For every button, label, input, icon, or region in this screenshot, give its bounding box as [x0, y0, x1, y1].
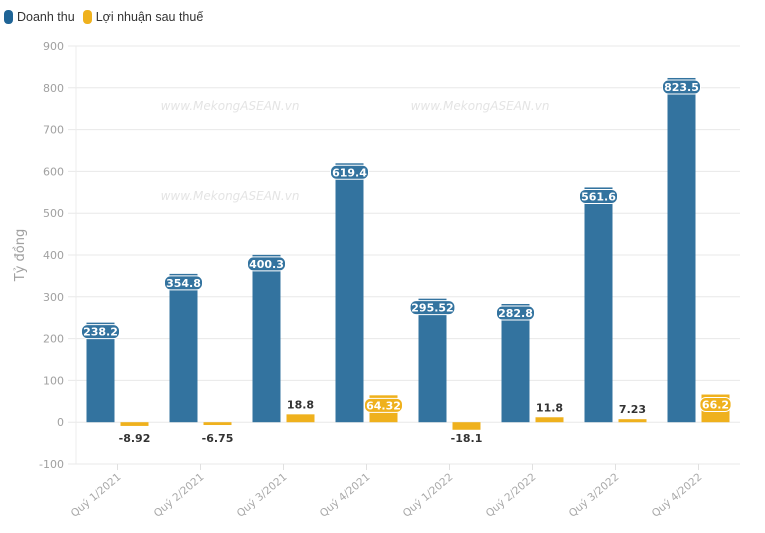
legend-label-revenue: Doanh thu [17, 10, 75, 24]
data-label-revenue: 295.52 [411, 302, 453, 315]
y-tick-label: 500 [43, 207, 64, 220]
legend-item-profit[interactable]: Lợi nhuận sau thuế [82, 10, 204, 24]
data-label-revenue: 354.8 [166, 277, 201, 290]
data-label-revenue: 238.2 [83, 326, 118, 339]
y-tick-label: 0 [57, 416, 64, 429]
x-tick-label: Quý 4/2021 [318, 471, 373, 520]
bar-profit[interactable] [203, 422, 232, 426]
data-label-revenue: 823.5 [664, 81, 699, 94]
watermark-text: www.MekongASEAN.vn [161, 99, 300, 113]
x-axis: Quý 1/2021 Quý 2/2021 Quý 3/2021 Quý 4/2021… [69, 464, 705, 520]
bar-revenue[interactable] [667, 77, 696, 423]
y-tick-label: -100 [39, 458, 64, 471]
y-tick-label: 600 [43, 165, 64, 178]
bar-profit[interactable] [120, 422, 149, 426]
data-label-bg [409, 300, 456, 316]
y-tick-label: 800 [43, 82, 64, 95]
data-label-bg [330, 164, 369, 180]
data-label-profit: 18.8 [287, 398, 314, 411]
legend-item-revenue[interactable]: Doanh thu [4, 10, 75, 24]
y-axis: -100 0 100 200 300 400 500 600 700 800 900 [39, 40, 77, 471]
y-axis-label: Tỷ đồng [13, 229, 28, 282]
data-label-revenue: 561.6 [581, 190, 616, 203]
data-label-bg [662, 79, 701, 95]
legend-swatch-profit [82, 10, 92, 24]
bar-revenue[interactable] [501, 303, 530, 423]
bar-revenue[interactable] [252, 254, 281, 423]
y-tick-label: 700 [43, 124, 64, 137]
y-tick-label: 100 [43, 374, 64, 387]
bar-revenue[interactable] [86, 322, 115, 423]
legend-label-profit: Lợi nhuận sau thuế [95, 10, 204, 24]
data-label-profit: 66.2 [702, 399, 729, 412]
bar-profit[interactable] [535, 417, 564, 423]
x-tick-label: Quý 1/2021 [69, 471, 124, 520]
bar-revenue[interactable] [335, 163, 364, 423]
data-label-bg [247, 256, 286, 272]
x-tick-label: Quý 1/2022 [401, 471, 456, 520]
data-label-profit: -8.92 [119, 432, 151, 445]
data-label-profit: 7.23 [619, 403, 646, 416]
legend-swatch-revenue [4, 10, 13, 24]
watermark-layer: www.MekongASEAN.vn www.MekongASEAN.vn www.… [161, 99, 550, 203]
y-tick-label: 400 [43, 249, 64, 262]
data-label-profit: -6.75 [202, 432, 234, 445]
data-label-bg [164, 275, 203, 291]
x-tick-label: Quý 2/2022 [484, 471, 539, 520]
data-label-profit: -18.1 [451, 432, 483, 445]
x-tick-label: Quý 2/2021 [152, 471, 207, 520]
data-label-bg [579, 188, 618, 204]
watermark-text: www.MekongASEAN.vn [161, 189, 300, 203]
bar-revenue[interactable] [418, 298, 447, 423]
bar-revenue[interactable] [169, 273, 198, 423]
bar-revenue[interactable] [584, 187, 613, 423]
data-label-bg [81, 324, 120, 340]
x-tick-label: Quý 3/2022 [567, 471, 622, 520]
y-tick-label: 900 [43, 40, 64, 53]
x-tick-label: Quý 3/2021 [235, 471, 290, 520]
bar-profit[interactable] [618, 419, 647, 423]
y-tick-label: 300 [43, 291, 64, 304]
data-label-profit: 11.8 [536, 401, 563, 414]
data-label-revenue: 282.8 [498, 307, 533, 320]
bars [86, 77, 730, 430]
data-label-revenue: 400.3 [249, 258, 284, 271]
data-label-bg [496, 305, 535, 321]
data-label-profit: 64.32 [366, 399, 401, 412]
data-label-bg [364, 397, 403, 413]
watermark-text: www.MekongASEAN.vn [411, 99, 550, 113]
data-label-revenue: 619.4 [332, 166, 367, 179]
data-labels: 238.2 -8.92 354.8 -6.75 400.3 18.8 619.4 64.32 2… [81, 79, 732, 445]
chart-legend: Doanh thu Lợi nhuận sau thuế [4, 8, 211, 26]
x-tick-label: Quý 4/2022 [650, 471, 705, 520]
bar-profit[interactable] [452, 422, 481, 430]
data-label-bg [699, 397, 732, 413]
bar-profit[interactable] [286, 414, 315, 423]
y-tick-label: 200 [43, 333, 64, 346]
